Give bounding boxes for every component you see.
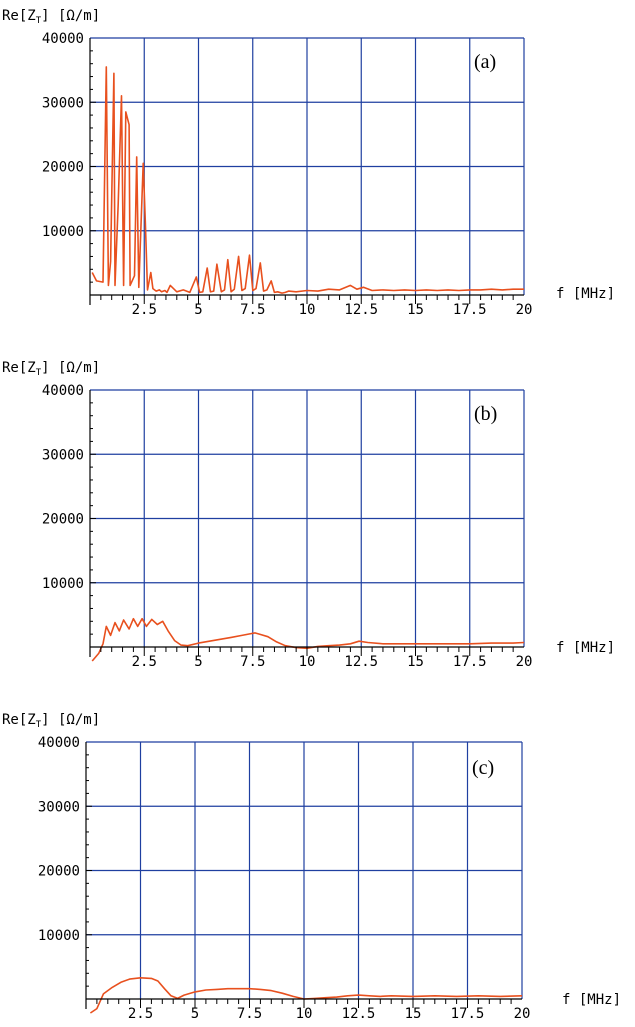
- panel-a-x-tick-label: 2.5: [132, 302, 157, 318]
- panel-b-x-tick-label: 17.5: [453, 654, 487, 670]
- panel-a-y-tick-label: 10000: [42, 224, 84, 240]
- panel-a-x-tick-label: 5: [194, 302, 202, 318]
- panel-c-xlabel: f [MHz]: [562, 992, 621, 1008]
- panel-a-y-tick-label: 20000: [42, 160, 84, 176]
- panel-b-y-tick-label: 10000: [42, 576, 84, 592]
- panel-b-y-tick-label: 30000: [42, 447, 84, 463]
- panel-c-ylabel: Re[ZT] [Ω/m]: [2, 712, 100, 730]
- panel-a-x-tick-label: 15: [407, 302, 424, 318]
- panel-c-y-tick-label: 30000: [38, 799, 80, 815]
- panel-c-y-tick-label: 20000: [38, 864, 80, 880]
- panel-c-y-tick-label: 40000: [38, 735, 80, 751]
- panel-b-ylabel: Re[ZT] [Ω/m]: [2, 360, 100, 378]
- panel-b-x-tick-label: 7.5: [240, 654, 265, 670]
- panel-a-series-line: [91, 66, 524, 294]
- panel-c-x-tick-label: 12.5: [342, 1006, 376, 1022]
- panel-a-x-tick-label: 10: [299, 302, 316, 318]
- panel-b-x-tick-label: 15: [407, 654, 424, 670]
- panel-c-x-tick-label: 17.5: [451, 1006, 485, 1022]
- panel-c-x-tick-label: 20: [514, 1006, 531, 1022]
- panel-b-x-tick-label: 10: [299, 654, 316, 670]
- panel-a-x-tick-label: 20: [516, 302, 533, 318]
- panel-b-x-tick-label: 2.5: [132, 654, 157, 670]
- panel-c-x-tick-label: 5: [191, 1006, 199, 1022]
- panel-c-series-line: [89, 977, 523, 1014]
- panel-a-x-tick-label: 17.5: [453, 302, 487, 318]
- panel-b-x-tick-label: 12.5: [344, 654, 378, 670]
- panel-b-y-tick-label: 40000: [42, 383, 84, 399]
- panel-a-x-tick-label: 12.5: [344, 302, 378, 318]
- panel-a-y-tick-label: 40000: [42, 31, 84, 47]
- panel-c-y-tick-label: 10000: [38, 928, 80, 944]
- panel-c-x-tick-label: 2.5: [128, 1006, 153, 1022]
- panel-c-tag: (c): [472, 757, 494, 779]
- panel-c: Re[ZT] [Ω/m] f [MHz] (c) 2.5 5 7.5 10 12.5 15…: [2, 712, 621, 1022]
- panel-a-y-tick-label: 30000: [42, 95, 84, 111]
- panel-b-series-line: [91, 617, 525, 662]
- panel-b-x-tick-label: 5: [194, 654, 202, 670]
- panel-b: Re[ZT] [Ω/m] f [MHz] (b) 2.5 5 7.5 10 12.5 15…: [2, 360, 615, 670]
- panel-a-x-tick-label: 7.5: [240, 302, 265, 318]
- panel-b-x-tick-label: 20: [516, 654, 533, 670]
- panel-c-x-tick-label: 7.5: [237, 1006, 262, 1022]
- panel-a-xlabel: f [MHz]: [556, 286, 615, 302]
- panel-c-x-tick-label: 10: [296, 1006, 313, 1022]
- panel-a: Re[ZT] [Ω/m] f [MHz] (a) 2.5 5 7.5 10 12.5 15…: [2, 8, 615, 318]
- panel-c-x-tick-label: 15: [405, 1006, 422, 1022]
- panel-b-y-tick-label: 20000: [42, 512, 84, 528]
- panel-a-ylabel: Re[ZT] [Ω/m]: [2, 8, 100, 26]
- panel-b-xlabel: f [MHz]: [556, 640, 615, 656]
- panel-a-tag: (a): [474, 51, 496, 73]
- panel-b-tag: (b): [474, 403, 497, 425]
